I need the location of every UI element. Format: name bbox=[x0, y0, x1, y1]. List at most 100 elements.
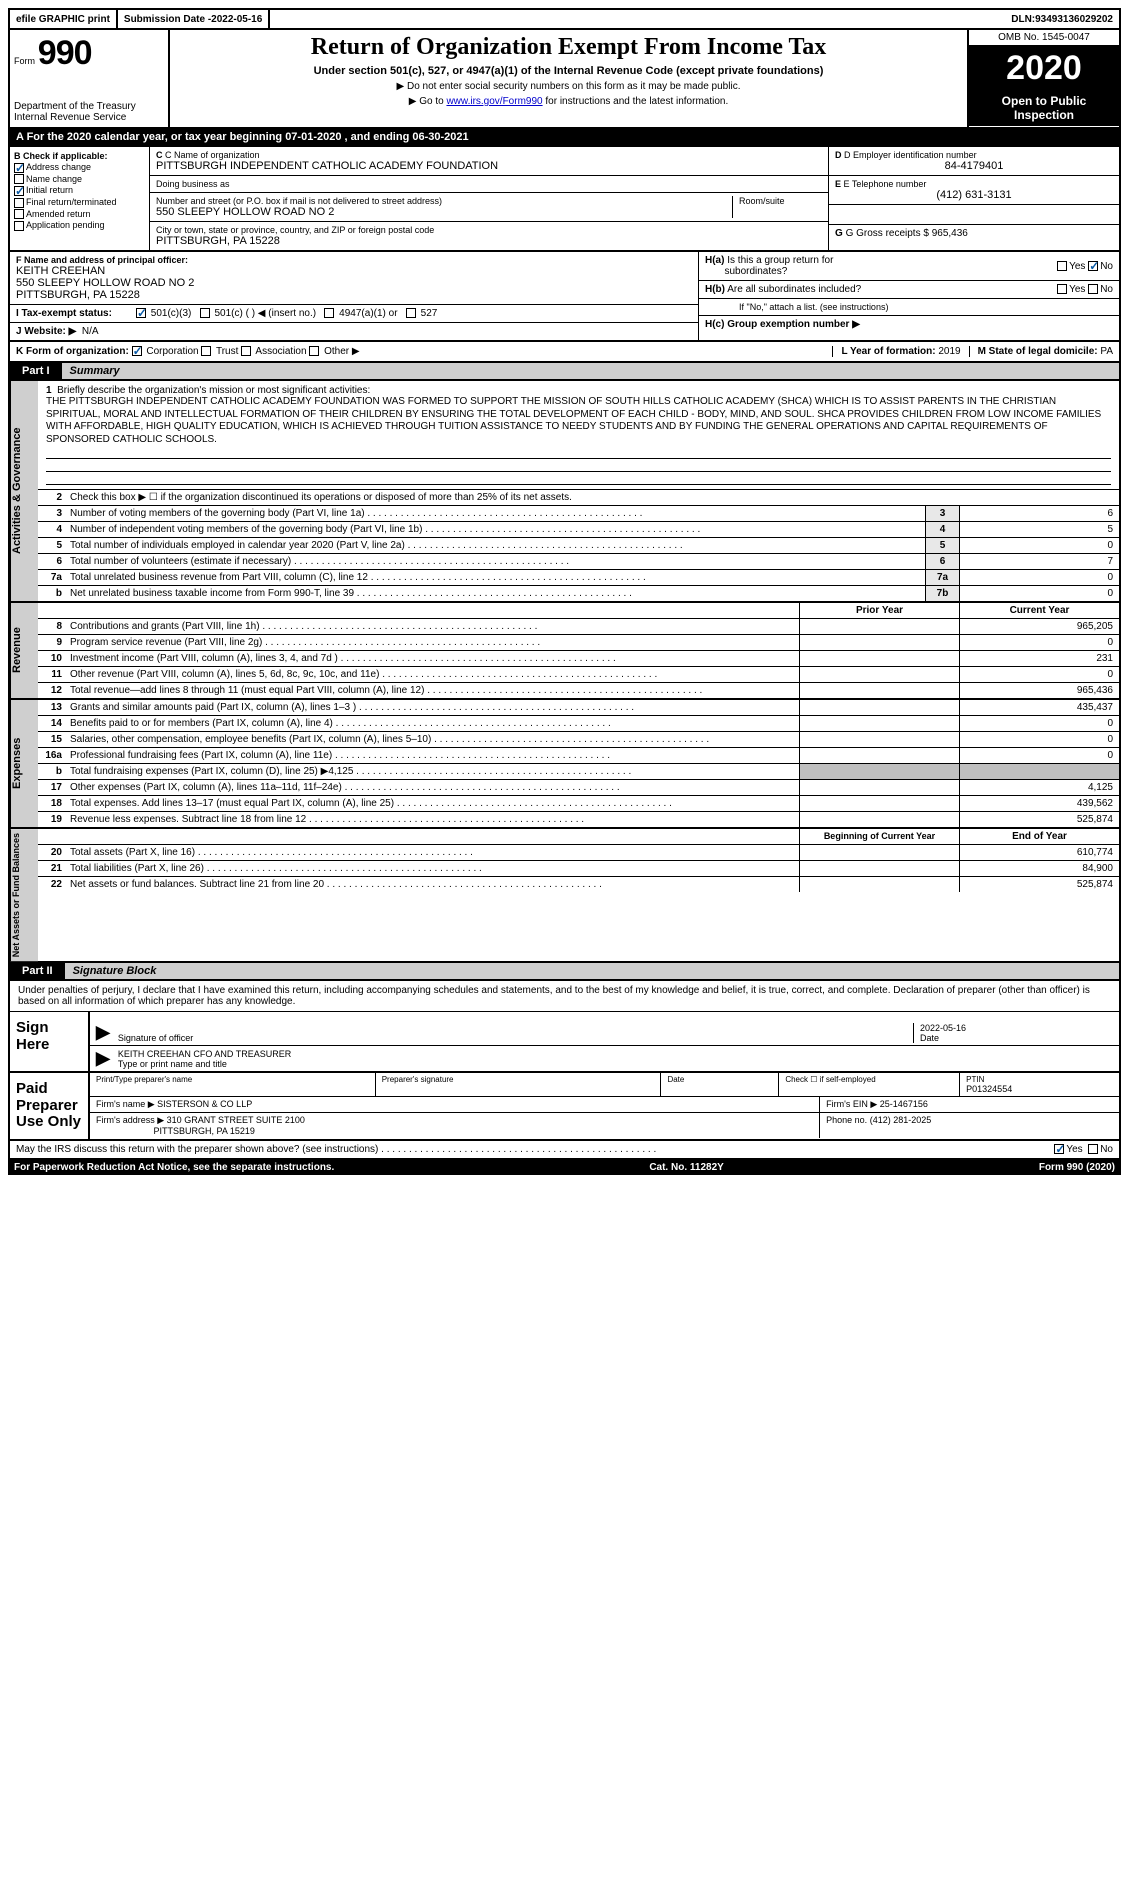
line-7a: 7a Total unrelated business revenue from… bbox=[38, 570, 1119, 586]
arrow-icon: ▶ bbox=[96, 1022, 110, 1043]
state-domicile: PA bbox=[1100, 346, 1113, 357]
boxi-opt-0[interactable] bbox=[136, 308, 146, 318]
form-header: Form 990 Department of the Treasury Inte… bbox=[8, 30, 1121, 129]
firm-ein: 25-1467156 bbox=[880, 1099, 928, 1109]
year-formation: 2019 bbox=[938, 346, 960, 357]
paid-preparer-label: Paid Preparer Use Only bbox=[10, 1073, 90, 1139]
ein: 84-4179401 bbox=[835, 160, 1113, 172]
line-5: 5 Total number of individuals employed i… bbox=[38, 538, 1119, 554]
firm-name: SISTERSON & CO LLP bbox=[157, 1099, 252, 1109]
line-8: 8 Contributions and grants (Part VIII, l… bbox=[38, 619, 1119, 635]
line-19: 19 Revenue less expenses. Subtract line … bbox=[38, 812, 1119, 827]
omb-number: OMB No. 1545-0047 bbox=[969, 30, 1119, 47]
tax-year: 2020 bbox=[969, 47, 1119, 90]
open-public: Open to Public Inspection bbox=[969, 90, 1119, 126]
hb-yes[interactable] bbox=[1057, 284, 1067, 294]
box-b: B Check if applicable: Address changeNam… bbox=[10, 147, 150, 250]
line-16a: 16a Professional fundraising fees (Part … bbox=[38, 748, 1119, 764]
ha-no[interactable] bbox=[1088, 261, 1098, 271]
gross-receipts: 965,436 bbox=[932, 228, 968, 239]
ptin: P01324554 bbox=[966, 1084, 1113, 1094]
boxi-opt-2[interactable] bbox=[324, 308, 334, 318]
line-14: 14 Benefits paid to or for members (Part… bbox=[38, 716, 1119, 732]
boxi-opt-3[interactable] bbox=[406, 308, 416, 318]
part2-header: Part II Signature Block bbox=[8, 963, 1121, 981]
firm-addr2: PITTSBURGH, PA 15219 bbox=[154, 1126, 255, 1136]
vtab-na: Net Assets or Fund Balances bbox=[10, 829, 38, 961]
section-revenue: Revenue Prior Year Current Year 8 Contri… bbox=[8, 603, 1121, 700]
box-c: C C Name of organization PITTSBURGH INDE… bbox=[150, 147, 829, 250]
boxk-opt-0[interactable] bbox=[132, 346, 142, 356]
boxk-opt-1[interactable] bbox=[201, 346, 211, 356]
vtab-rev: Revenue bbox=[10, 603, 38, 698]
form-subtitle: Under section 501(c), 527, or 4947(a)(1)… bbox=[174, 65, 963, 77]
boxb-check-2[interactable] bbox=[14, 186, 24, 196]
topbar: efile GRAPHIC print Submission Date - 20… bbox=[8, 8, 1121, 30]
line-22: 22 Net assets or fund balances. Subtract… bbox=[38, 877, 1119, 892]
vtab-exp: Expenses bbox=[10, 700, 38, 827]
boxb-check-1[interactable] bbox=[14, 174, 24, 184]
street-address: 550 SLEEPY HOLLOW ROAD NO 2 bbox=[156, 206, 732, 218]
line-10: 10 Investment income (Part VIII, column … bbox=[38, 651, 1119, 667]
boxi-opt-1[interactable] bbox=[200, 308, 210, 318]
irs-link[interactable]: www.irs.gov/Form990 bbox=[446, 96, 542, 107]
box-f: F Name and address of principal officer:… bbox=[10, 252, 699, 340]
website: N/A bbox=[82, 326, 99, 337]
form-title-block: Return of Organization Exempt From Incom… bbox=[170, 30, 969, 127]
line-18: 18 Total expenses. Add lines 13–17 (must… bbox=[38, 796, 1119, 812]
line-20: 20 Total assets (Part X, line 16) 610,77… bbox=[38, 845, 1119, 861]
line-13: 13 Grants and similar amounts paid (Part… bbox=[38, 700, 1119, 716]
footer: For Paperwork Reduction Act Notice, see … bbox=[8, 1160, 1121, 1175]
hb-no[interactable] bbox=[1088, 284, 1098, 294]
line-21: 21 Total liabilities (Part X, line 26) 8… bbox=[38, 861, 1119, 877]
phone: (412) 631-3131 bbox=[835, 189, 1113, 201]
section-gov: Activities & Governance 1 Briefly descri… bbox=[8, 381, 1121, 603]
mission-text: THE PITTSBURGH INDEPENDENT CATHOLIC ACAD… bbox=[46, 396, 1101, 445]
line-7b: b Net unrelated business taxable income … bbox=[38, 586, 1119, 601]
line-15: 15 Salaries, other compensation, employe… bbox=[38, 732, 1119, 748]
line-b: b Total fundraising expenses (Part IX, c… bbox=[38, 764, 1119, 780]
box-h: H(a) Is this a group return for subordin… bbox=[699, 252, 1119, 340]
submission-date: Submission Date - 2022-05-16 bbox=[118, 10, 270, 28]
line-4: 4 Number of independent voting members o… bbox=[38, 522, 1119, 538]
line-9: 9 Program service revenue (Part VIII, li… bbox=[38, 635, 1119, 651]
org-name: PITTSBURGH INDEPENDENT CATHOLIC ACADEMY … bbox=[156, 160, 822, 172]
officer-name: KEITH CREEHAN bbox=[16, 265, 692, 277]
boxk-opt-2[interactable] bbox=[241, 346, 251, 356]
box-deg: D D Employer identification number 84-41… bbox=[829, 147, 1119, 250]
efile-label: efile GRAPHIC print bbox=[10, 10, 118, 28]
tax-period: A For the 2020 calendar year, or tax yea… bbox=[8, 129, 1121, 147]
boxes-klm: K Form of organization: Corporation Trus… bbox=[8, 342, 1121, 363]
line-6: 6 Total number of volunteers (estimate i… bbox=[38, 554, 1119, 570]
signature-block: Under penalties of perjury, I declare th… bbox=[8, 981, 1121, 1141]
discuss-no[interactable] bbox=[1088, 1144, 1098, 1154]
sign-here-label: Sign Here bbox=[10, 1012, 90, 1071]
instr-link: ▶ Go to www.irs.gov/Form990 for instruct… bbox=[174, 96, 963, 107]
boxes-fh: F Name and address of principal officer:… bbox=[8, 252, 1121, 342]
boxb-check-3[interactable] bbox=[14, 198, 24, 208]
sig-date: 2022-05-16 bbox=[920, 1023, 1113, 1033]
declaration: Under penalties of perjury, I declare th… bbox=[10, 981, 1119, 1012]
dept-treasury: Department of the Treasury Internal Reve… bbox=[14, 101, 164, 123]
vtab-gov: Activities & Governance bbox=[10, 381, 38, 601]
section-netassets: Net Assets or Fund Balances Beginning of… bbox=[8, 829, 1121, 963]
discuss-row: May the IRS discuss this return with the… bbox=[8, 1141, 1121, 1160]
line-17: 17 Other expenses (Part IX, column (A), … bbox=[38, 780, 1119, 796]
firm-addr1: 310 GRANT STREET SUITE 2100 bbox=[167, 1115, 305, 1125]
boxb-check-4[interactable] bbox=[14, 209, 24, 219]
discuss-yes[interactable] bbox=[1054, 1144, 1064, 1154]
part1-header: Part I Summary bbox=[8, 363, 1121, 381]
boxb-check-0[interactable] bbox=[14, 163, 24, 173]
section-expenses: Expenses 13 Grants and similar amounts p… bbox=[8, 700, 1121, 829]
form-990: 990 bbox=[38, 34, 92, 72]
header-right: OMB No. 1545-0047 2020 Open to Public In… bbox=[969, 30, 1119, 127]
form-number-block: Form 990 Department of the Treasury Inte… bbox=[10, 30, 170, 127]
ha-yes[interactable] bbox=[1057, 261, 1067, 271]
city-state-zip: PITTSBURGH, PA 15228 bbox=[156, 235, 822, 247]
arrow-icon: ▶ bbox=[96, 1048, 110, 1069]
officer-name-title: KEITH CREEHAN CFO AND TREASURER bbox=[118, 1049, 291, 1059]
boxk-opt-3[interactable] bbox=[309, 346, 319, 356]
mission-block: 1 Briefly describe the organization's mi… bbox=[38, 381, 1119, 490]
line-3: 3 Number of voting members of the govern… bbox=[38, 506, 1119, 522]
boxb-check-5[interactable] bbox=[14, 221, 24, 231]
